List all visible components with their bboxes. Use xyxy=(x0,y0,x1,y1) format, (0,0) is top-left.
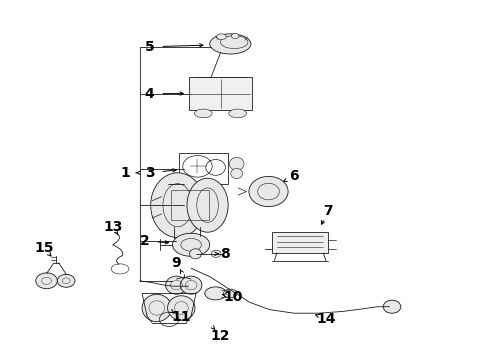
Text: 7: 7 xyxy=(323,204,333,217)
Ellipse shape xyxy=(180,276,202,294)
Text: 11: 11 xyxy=(172,310,191,324)
Ellipse shape xyxy=(229,109,246,118)
Bar xyxy=(172,190,210,220)
Text: 9: 9 xyxy=(172,256,181,270)
Ellipse shape xyxy=(57,274,75,287)
Ellipse shape xyxy=(168,296,195,320)
Text: 8: 8 xyxy=(220,247,230,261)
Text: 5: 5 xyxy=(145,40,154,54)
Ellipse shape xyxy=(211,250,221,257)
Ellipse shape xyxy=(142,294,172,322)
Ellipse shape xyxy=(190,249,201,259)
Ellipse shape xyxy=(229,157,244,170)
Text: 4: 4 xyxy=(145,87,154,100)
Ellipse shape xyxy=(210,34,251,54)
Text: 1: 1 xyxy=(120,166,130,180)
Bar xyxy=(189,77,252,110)
Ellipse shape xyxy=(249,176,288,207)
Text: 6: 6 xyxy=(289,170,299,183)
Ellipse shape xyxy=(172,233,210,256)
Text: 2: 2 xyxy=(140,234,149,248)
Text: 10: 10 xyxy=(223,290,243,304)
Ellipse shape xyxy=(231,168,243,179)
Text: 12: 12 xyxy=(211,329,230,342)
Circle shape xyxy=(383,300,401,313)
Ellipse shape xyxy=(36,273,57,289)
Ellipse shape xyxy=(166,276,187,294)
Ellipse shape xyxy=(217,34,226,40)
Text: 15: 15 xyxy=(34,242,54,255)
Text: 13: 13 xyxy=(103,220,122,234)
Bar xyxy=(272,232,328,253)
Ellipse shape xyxy=(195,109,212,118)
Ellipse shape xyxy=(205,287,226,300)
Ellipse shape xyxy=(187,178,228,232)
Ellipse shape xyxy=(231,33,239,39)
Text: 3: 3 xyxy=(145,166,154,180)
Ellipse shape xyxy=(151,173,205,238)
Ellipse shape xyxy=(223,289,237,298)
Text: 14: 14 xyxy=(316,312,336,325)
Bar xyxy=(179,153,228,184)
